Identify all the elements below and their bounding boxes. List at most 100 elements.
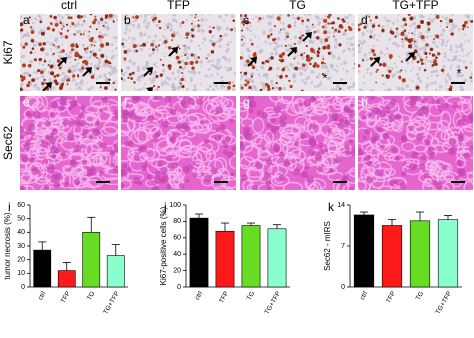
cell: [156, 65, 158, 68]
cell: [86, 60, 89, 62]
stained-nucleus: [100, 17, 104, 21]
nucleus: [73, 100, 78, 105]
y-tick-label: 7: [341, 243, 345, 250]
cell: [66, 14, 70, 17]
stained-nucleus: [109, 62, 112, 65]
cell: [460, 49, 464, 53]
cell: [175, 21, 178, 24]
cell: [216, 112, 230, 122]
image-panel: g: [240, 95, 355, 190]
stained-nucleus: [104, 59, 109, 64]
nucleus: [367, 112, 374, 118]
stained-nucleus: [261, 61, 265, 65]
cell: [366, 72, 369, 75]
cell: [216, 72, 219, 75]
arrow-head: [250, 57, 257, 64]
cell: [218, 44, 222, 49]
cell: [352, 66, 355, 70]
cell: [211, 34, 215, 38]
row-label: Sec62: [1, 126, 15, 160]
stained-nucleus: [375, 81, 378, 84]
cell: [362, 40, 367, 44]
cell: [125, 14, 129, 17]
stained-nucleus: [264, 59, 268, 63]
cell: [358, 96, 366, 107]
cell: [31, 21, 35, 25]
cell: [116, 15, 118, 18]
nucleus: [411, 151, 419, 159]
cell: [58, 48, 61, 51]
stained-nucleus: [61, 82, 64, 86]
cell: [463, 78, 468, 83]
cell: [458, 58, 462, 62]
stained-nucleus: [62, 25, 65, 28]
cell: [167, 83, 170, 86]
cell: [158, 38, 162, 42]
cell: [254, 134, 271, 152]
cell: [285, 48, 289, 52]
cell: [31, 18, 33, 21]
cell: [79, 68, 82, 71]
stained-nucleus: [181, 71, 183, 74]
cell: [22, 96, 40, 108]
nucleus: [43, 158, 49, 164]
stained-nucleus: [50, 71, 55, 76]
nucleus: [165, 155, 173, 162]
cell: [152, 14, 157, 17]
cell: [154, 34, 158, 38]
cell: [86, 45, 90, 48]
nucleus: [283, 160, 291, 168]
cell: [79, 81, 83, 86]
stained-nucleus: [158, 26, 162, 30]
cell: [110, 42, 114, 47]
cell: [429, 60, 433, 64]
cell: [467, 52, 471, 55]
nucleus: [20, 135, 24, 140]
cell: [230, 14, 235, 19]
cell: [98, 38, 103, 42]
stained-nucleus: [330, 22, 333, 25]
stained-nucleus: [185, 32, 190, 37]
nucleus: [267, 186, 272, 190]
cell: [410, 60, 414, 64]
nucleus: [324, 148, 329, 153]
cell: [86, 81, 89, 84]
stained-nucleus: [259, 88, 263, 91]
cell: [98, 48, 102, 52]
cell: [316, 166, 338, 176]
cell: [383, 152, 395, 162]
cell: [69, 50, 72, 54]
cell: [278, 123, 301, 139]
cell: [78, 29, 82, 33]
arrow-head: [171, 47, 178, 54]
cell: [182, 72, 185, 75]
nucleus: [402, 161, 407, 166]
nucleus: [113, 109, 118, 116]
row-label: Ki67: [1, 40, 15, 64]
cell: [34, 51, 37, 54]
cell: [369, 72, 373, 76]
cell: [454, 51, 456, 53]
cell: [412, 21, 416, 26]
cell: [438, 89, 441, 91]
nucleus: [229, 118, 234, 123]
cell: [460, 37, 463, 39]
cell: [319, 38, 323, 42]
nucleus: [388, 180, 395, 187]
stained-nucleus: [30, 26, 33, 29]
stained-nucleus: [99, 86, 102, 89]
cell: [122, 46, 125, 49]
stained-nucleus: [53, 74, 57, 78]
cell: [416, 46, 420, 49]
cell: [106, 26, 110, 30]
cell: [364, 56, 367, 59]
cell: [197, 44, 200, 47]
nucleus: [395, 114, 400, 120]
cell: [324, 65, 329, 70]
nucleus: [367, 96, 376, 100]
nucleus: [182, 96, 191, 103]
nucleus: [409, 96, 418, 104]
stained-nucleus: [79, 33, 83, 36]
cell: [250, 88, 254, 91]
cell: [67, 76, 71, 79]
